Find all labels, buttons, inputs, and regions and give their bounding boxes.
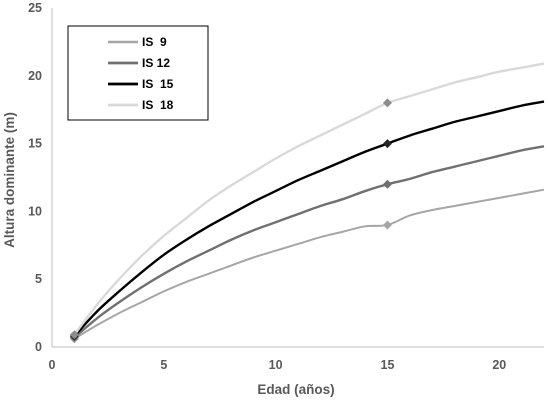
series-line-0 bbox=[73, 188, 545, 340]
data-point-marker bbox=[382, 139, 392, 149]
markers bbox=[69, 98, 392, 344]
series-line-1 bbox=[73, 145, 545, 339]
x-axis-title: Edad (años) bbox=[257, 382, 334, 397]
data-point-marker bbox=[69, 330, 79, 340]
y-tick-label: 20 bbox=[28, 69, 42, 83]
y-axis-title: Altura dominante (m) bbox=[2, 112, 17, 248]
x-tick-label: 20 bbox=[492, 358, 506, 372]
data-point-marker bbox=[382, 179, 392, 189]
y-tick-label: 5 bbox=[35, 272, 42, 286]
x-tick-label: 10 bbox=[269, 358, 283, 372]
x-tick-label: 0 bbox=[49, 358, 56, 372]
y-tick-label: 25 bbox=[28, 1, 42, 15]
legend-label: IS 9 bbox=[142, 35, 167, 49]
legend-label: IS 12 bbox=[142, 56, 170, 70]
legend-label: IS 15 bbox=[142, 77, 174, 91]
series-line-3 bbox=[73, 62, 545, 336]
legend-label: IS 18 bbox=[142, 98, 174, 112]
y-tick-label: 10 bbox=[28, 204, 42, 218]
x-tick-label: 5 bbox=[160, 358, 167, 372]
axes bbox=[51, 8, 544, 348]
legend: IS 9 IS 12 IS 15 IS 18 bbox=[67, 25, 209, 121]
series-layer bbox=[73, 62, 545, 340]
tick-labels: 0 5 10 15 20 0 5 10 15 20 25 bbox=[28, 1, 506, 372]
y-tick-label: 0 bbox=[35, 340, 42, 354]
series-line-2 bbox=[73, 100, 545, 337]
y-tick-label: 15 bbox=[28, 137, 42, 151]
data-point-marker bbox=[382, 98, 392, 108]
x-tick-label: 15 bbox=[381, 358, 395, 372]
data-point-marker bbox=[382, 220, 392, 230]
